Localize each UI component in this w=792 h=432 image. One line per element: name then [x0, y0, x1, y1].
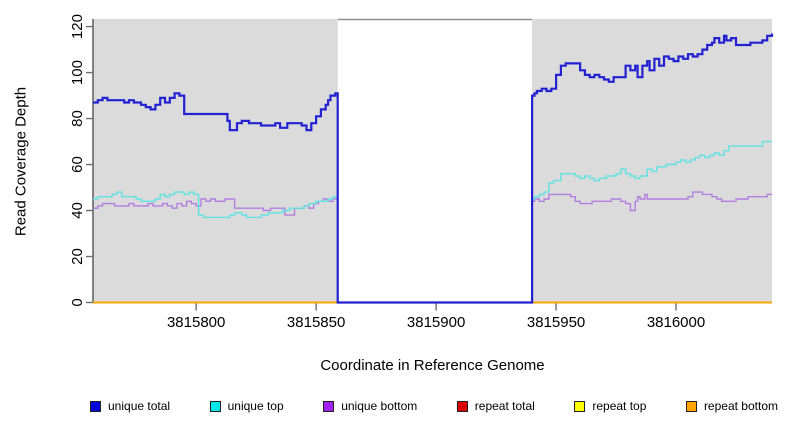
y-axis-title: Read Coverage Depth — [12, 86, 30, 237]
legend-item-unique-top: unique top — [209, 399, 284, 413]
x-tick-label: 3815900 — [407, 314, 465, 331]
y-tick-label: 60 — [69, 156, 86, 173]
legend-label-unique-total: unique total — [108, 399, 171, 413]
legend-item-repeat-bottom: repeat bottom — [685, 399, 778, 413]
y-tick-label: 40 — [69, 202, 86, 219]
legend-swatch-unique-top — [209, 400, 221, 412]
gap-region — [337, 18, 533, 303]
legend-item-repeat-top: repeat top — [574, 399, 646, 413]
legend-label-repeat-total: repeat total — [474, 399, 535, 413]
legend-swatch-repeat-total — [456, 400, 468, 412]
x-axis-title: Coordinate in Reference Genome — [320, 357, 545, 374]
legend-label-unique-top: unique top — [227, 399, 284, 413]
y-tick-label: 100 — [69, 60, 86, 85]
y-tick-label: 20 — [69, 248, 86, 265]
legend-swatch-repeat-bottom — [685, 400, 697, 412]
legend-swatch-unique-bottom — [323, 400, 335, 412]
legend-swatch-repeat-top — [574, 400, 586, 412]
legend-item-unique-bottom: unique bottom — [323, 399, 417, 413]
x-tick-label: 3815800 — [167, 314, 225, 331]
x-tick-label: 3816000 — [647, 314, 705, 331]
legend-label-repeat-top: repeat top — [592, 399, 647, 413]
x-tick-label: 3815950 — [527, 314, 585, 331]
legend-label-unique-bottom: unique bottom — [341, 399, 418, 413]
y-tick-label: 120 — [69, 14, 86, 39]
series-line-unique-bottom — [93, 191, 772, 304]
series-line-unique-total — [93, 33, 774, 304]
x-tick-label: 3815850 — [287, 314, 345, 331]
legend-label-repeat-bottom: repeat bottom — [703, 399, 778, 413]
y-tick-label: 80 — [69, 110, 86, 127]
legend-item-repeat-total: repeat total — [456, 399, 535, 413]
legend-swatch-unique-total — [90, 400, 101, 412]
y-tick-label: 0 — [69, 298, 86, 306]
legend: unique total unique top unique bottom repea… — [90, 399, 778, 413]
series-line-unique-top — [93, 140, 772, 304]
legend-item-unique-total: unique total — [90, 399, 170, 413]
